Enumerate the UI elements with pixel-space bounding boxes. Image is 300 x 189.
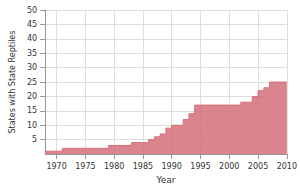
svg-text:2010: 2010 [277,162,297,171]
svg-text:2005: 2005 [248,162,268,171]
svg-text:1995: 1995 [190,162,210,171]
svg-text:5: 5 [32,135,37,144]
svg-text:10: 10 [27,121,37,130]
svg-text:1975: 1975 [75,162,95,171]
svg-text:Year: Year [155,175,175,185]
svg-text:50: 50 [27,6,37,15]
svg-text:1985: 1985 [133,162,153,171]
svg-text:1990: 1990 [162,162,182,171]
svg-text:30: 30 [27,63,37,72]
svg-text:1970: 1970 [46,162,66,171]
svg-text:25: 25 [27,78,37,87]
svg-text:45: 45 [27,20,37,29]
svg-text:15: 15 [27,106,37,115]
svg-text:20: 20 [27,92,37,101]
svg-text:40: 40 [27,34,37,43]
svg-text:1980: 1980 [104,162,124,171]
svg-text:2000: 2000 [219,162,239,171]
svg-text:35: 35 [27,49,37,58]
svg-text:States with State Reptiles: States with State Reptiles [8,31,17,134]
